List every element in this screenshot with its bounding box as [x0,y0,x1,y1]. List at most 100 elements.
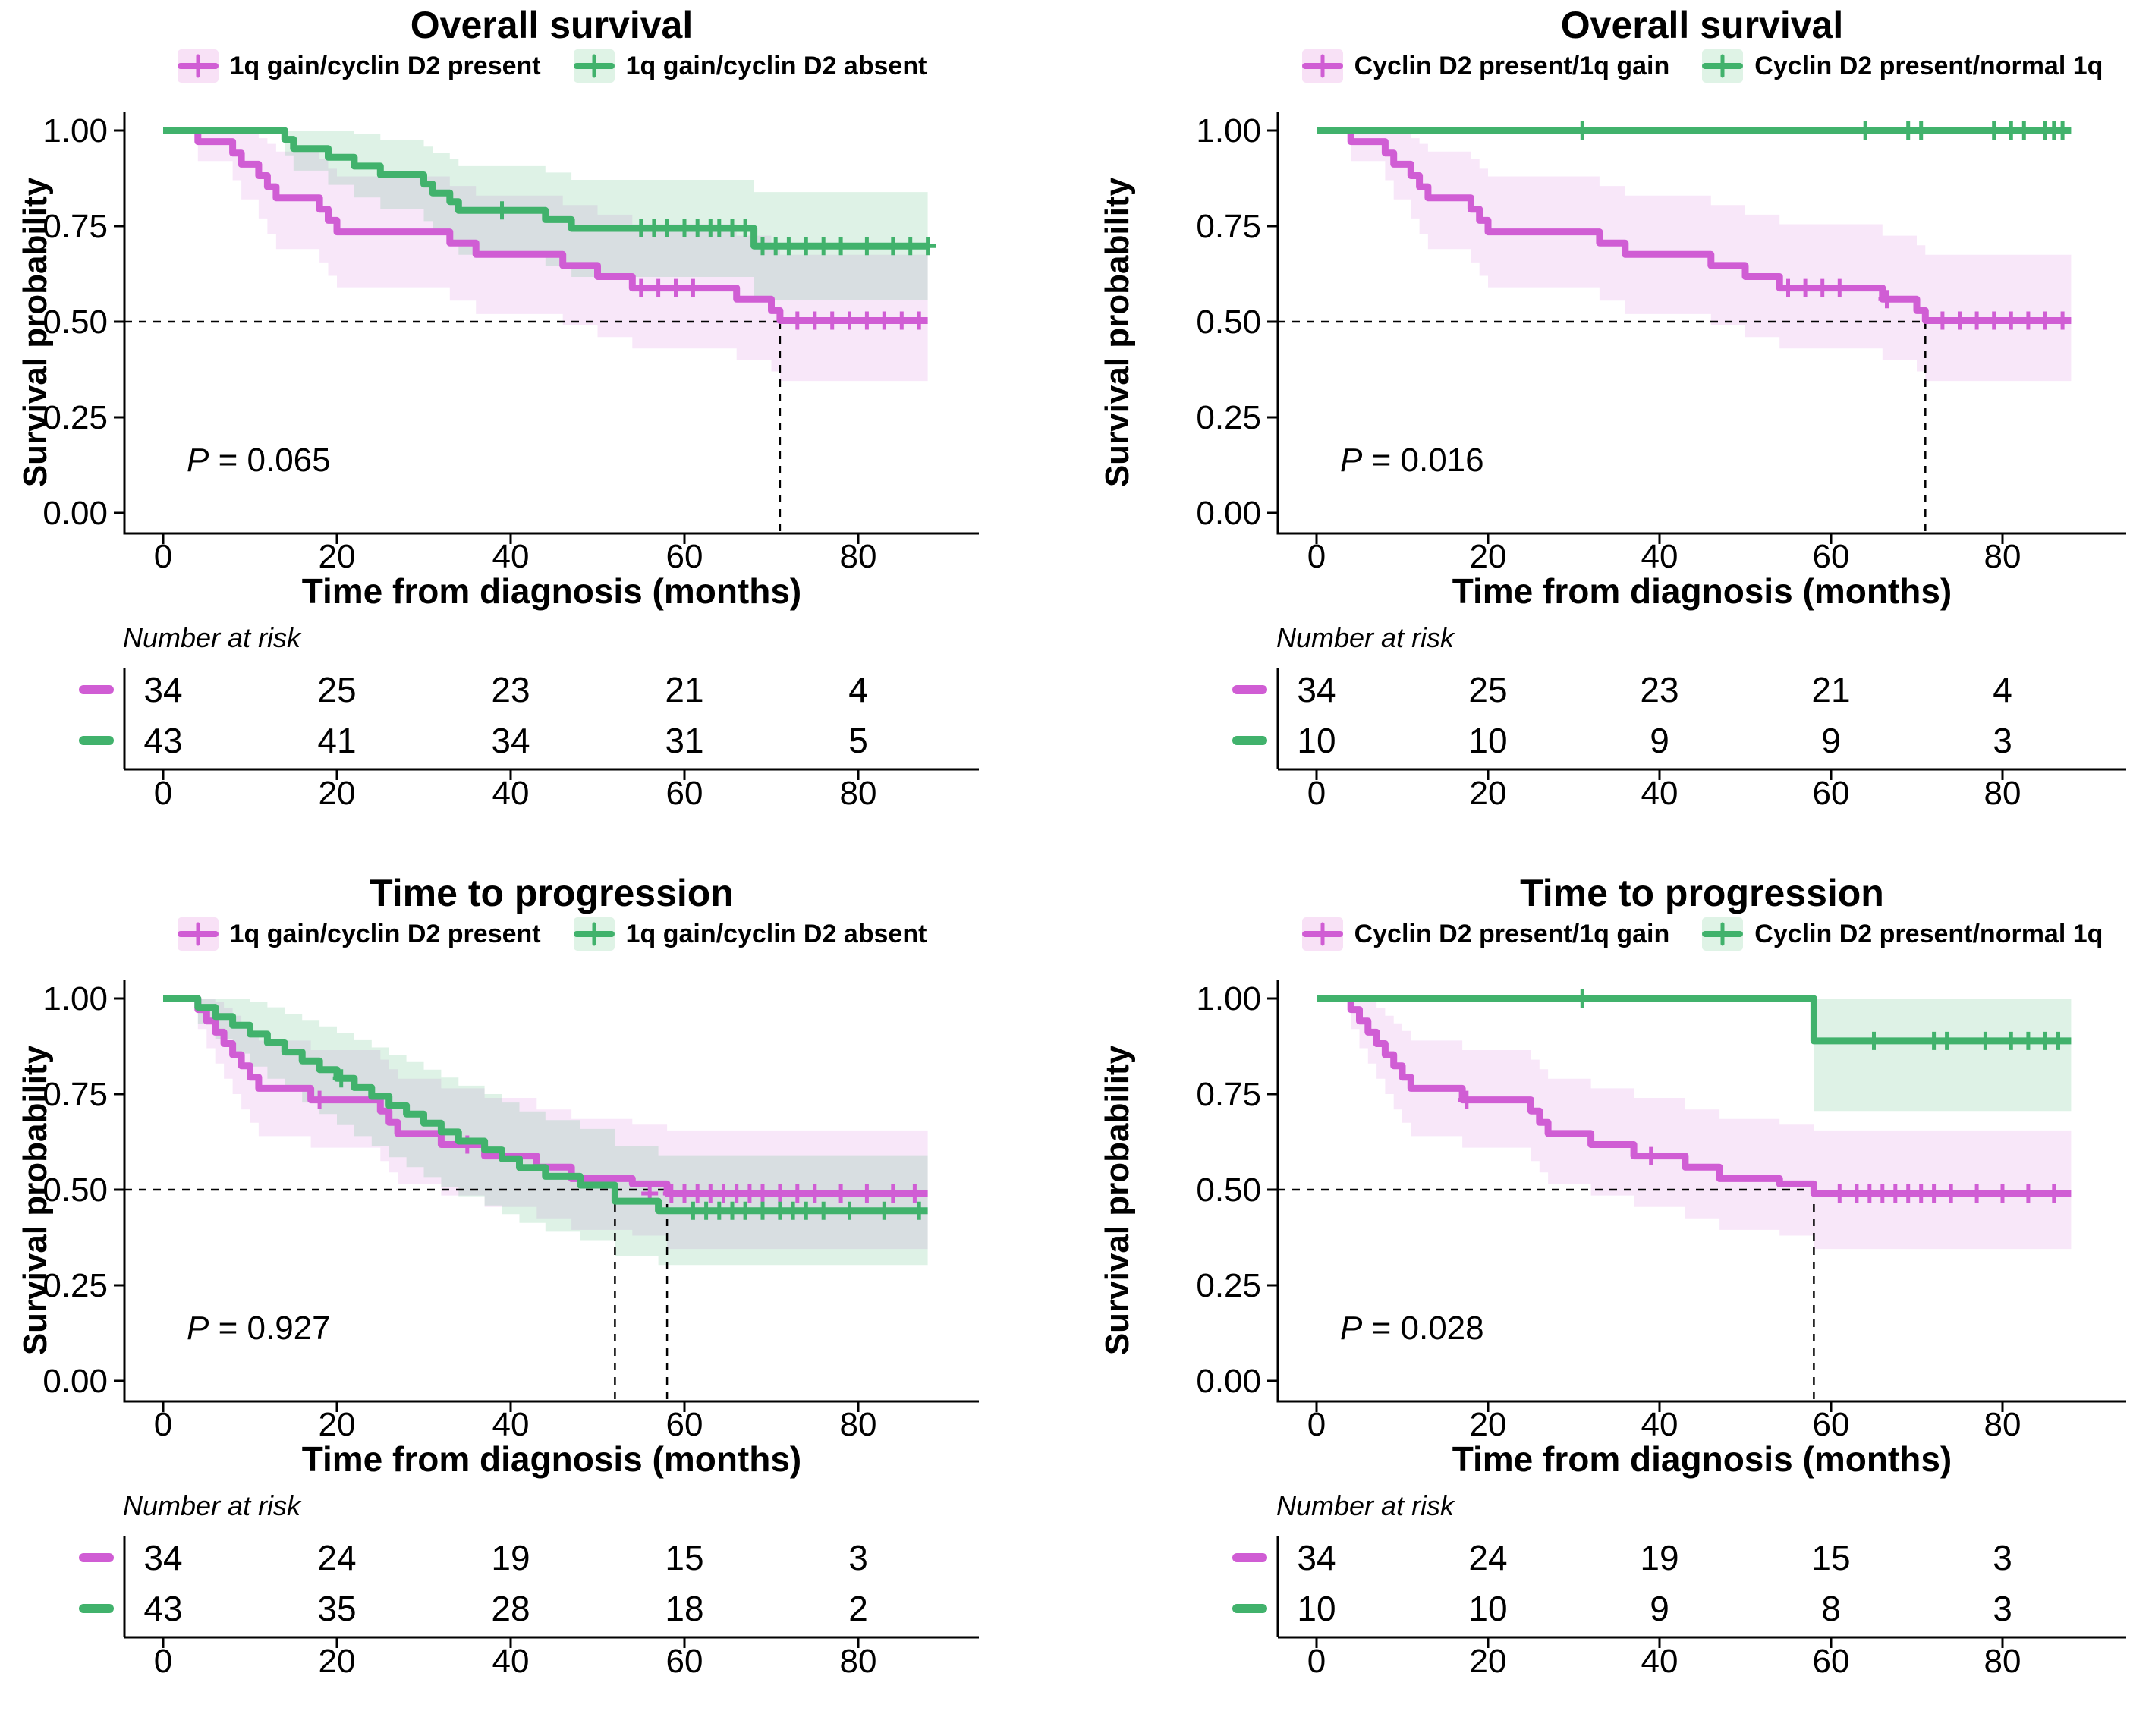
risk-count: 8 [1821,1589,1841,1628]
p-value: P = 0.065 [187,442,331,479]
y-tick-label: 1.00 [1196,112,1261,149]
risk-count: 25 [317,670,356,709]
risk-table-tick-label: 60 [1813,1643,1850,1680]
legend-item: Cyclin D2 present/normal 1q [1701,917,2103,951]
legend-label: Cyclin D2 present/1q gain [1354,51,1670,80]
risk-row-marker-1 [79,736,114,745]
y-tick-label: 0.50 [1196,1171,1261,1209]
risk-count: 34 [143,670,182,709]
y-tick-label: 0.00 [42,1363,108,1400]
panel-time-to-progression-cyclind2-groups: 0 20 40 60 80 0.00 0.25 0.50 0.75 1.00 0 20 40 60 80 34… [1062,868,2130,1736]
legend-key-icon [177,49,219,83]
legend: 1q gain/cyclin D2 present 1q gain/cyclin… [124,49,979,83]
y-tick-label: 0.50 [1196,303,1261,341]
risk-table-title: Number at risk [1276,622,1455,653]
plot-axes [1276,980,2126,1403]
panel-title: Time to progression [370,872,734,914]
panel-title: Overall survival [1560,4,1844,46]
risk-table-title: Number at risk [123,1490,301,1521]
legend-label: 1q gain/cyclin D2 present [229,51,541,80]
censor-marks-1 [1574,989,2067,1050]
x-tick-label: 0 [1307,1406,1326,1443]
risk-count: 2 [848,1589,868,1628]
censor-marks-0 [1458,1090,2062,1203]
legend-label: Cyclin D2 present/1q gain [1354,919,1670,948]
risk-table-tick-label: 20 [319,775,356,812]
y-tick-label: 0.75 [1196,208,1261,245]
risk-count: 25 [1468,670,1507,709]
axis-ticks [114,129,860,544]
risk-table-tick-label: 0 [154,1643,172,1680]
x-axis-label: Time from diagnosis (months) [1452,1439,1952,1479]
risk-count: 31 [665,721,703,760]
y-tick-label: 0.25 [42,399,108,436]
plot-axes [123,112,979,535]
risk-table-tick-label: 40 [1641,775,1679,812]
risk-table-tick-label: 60 [666,1643,703,1680]
x-tick-label: 20 [319,1406,356,1443]
risk-table-tick-label: 0 [154,775,172,812]
risk-count: 18 [665,1589,703,1628]
x-tick-label: 0 [154,538,172,575]
legend-label: 1q gain/cyclin D2 absent [625,919,927,948]
risk-count: 3 [1993,1589,2012,1628]
censor-marks-0 [632,278,928,330]
risk-row-marker-1 [1232,736,1267,745]
legend: 1q gain/cyclin D2 present 1q gain/cyclin… [124,917,979,951]
risk-count: 10 [1468,1589,1507,1628]
ci-band-1 [1814,999,2072,1112]
km-curve-1 [163,995,928,1215]
x-tick-label: 80 [840,538,877,575]
axis-ticks [1267,129,2004,544]
km-plot-canvas: 0 20 40 60 800.000.250.500.751.000 20 40 60 8034… [42,980,979,1680]
risk-row-marker-1 [1232,1604,1267,1613]
km-curve-0 [1317,127,2072,324]
legend-key-icon [573,917,615,951]
panel-overall-survival-cyclind2-groups: 0 20 40 60 80 0.00 0.25 0.50 0.75 1.00 0 20 40 60 80 34… [1062,0,2130,868]
legend-key-icon [1301,49,1343,83]
y-tick-label: 0.25 [42,1267,108,1304]
x-tick-label: 40 [1641,1406,1679,1443]
risk-count: 34 [1297,1538,1336,1577]
risk-count: 23 [1640,670,1679,709]
legend: Cyclin D2 present/1q gain Cyclin D2 pres… [1278,917,2126,951]
risk-table-tick-label: 40 [492,1643,530,1680]
risk-count: 3 [1993,1538,2012,1577]
risk-count: 10 [1297,721,1336,760]
panel-title: Overall survival [410,4,694,46]
risk-table-tick-label: 60 [1813,775,1850,812]
risk-table-tick-label: 80 [840,775,877,812]
risk-count: 3 [848,1538,868,1577]
risk-count: 19 [491,1538,530,1577]
x-tick-label: 60 [666,1406,703,1443]
legend-item: 1q gain/cyclin D2 present [177,917,541,951]
y-tick-label: 1.00 [42,980,108,1017]
risk-count: 9 [1650,721,1669,760]
x-tick-label: 80 [1984,1406,2021,1443]
y-tick-label: 0.50 [42,303,108,341]
x-tick-label: 0 [1307,538,1326,575]
x-tick-label: 60 [1813,538,1850,575]
plot-axes [123,980,979,1403]
risk-table-tick-label: 20 [1470,1643,1507,1680]
risk-count: 24 [1468,1538,1507,1577]
risk-table-tick-label: 80 [1984,1643,2021,1680]
risk-count: 9 [1821,721,1841,760]
risk-count: 9 [1650,1589,1669,1628]
legend-key-icon [1301,917,1343,951]
y-axis-label: Survival probability [1099,177,1136,488]
risk-count: 5 [848,721,868,760]
risk-count: 34 [491,721,530,760]
legend: Cyclin D2 present/1q gain Cyclin D2 pres… [1278,49,2126,83]
risk-count: 3 [1993,721,2012,760]
risk-row-marker-1 [79,1604,114,1613]
risk-table-tick-label: 40 [492,775,530,812]
y-axis-label: Survival probability [1099,1045,1136,1356]
risk-row-marker-0 [1232,1553,1267,1562]
y-tick-label: 0.00 [42,495,108,532]
risk-count: 21 [665,670,703,709]
axis-ticks [1267,997,2004,1412]
km-plot-canvas: 0 20 40 60 800.000.250.500.751.000 20 40 60 8034… [42,112,979,812]
risk-count: 4 [1993,670,2012,709]
y-tick-label: 1.00 [1196,980,1261,1017]
